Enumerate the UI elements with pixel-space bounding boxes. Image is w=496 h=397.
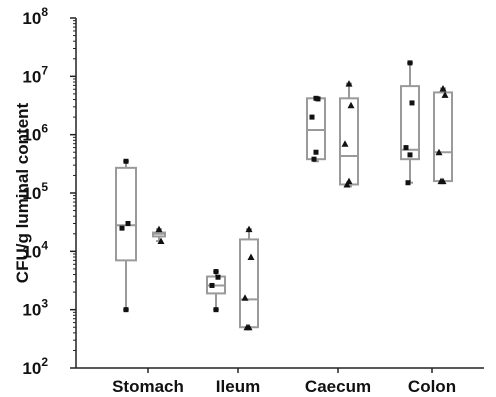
- category-label-caecum: Caecum: [305, 377, 371, 396]
- data-point-square: [405, 180, 411, 186]
- data-point-square: [119, 225, 125, 231]
- data-point-triangle: [243, 323, 251, 331]
- y-axis-title: CFU/g luminal content: [13, 102, 32, 283]
- box-rect: [239, 238, 259, 329]
- data-point-square: [315, 96, 321, 102]
- data-point-triangle: [341, 140, 349, 147]
- y-tick-label: 107: [22, 63, 48, 86]
- data-point-square: [213, 269, 219, 275]
- boxes: [115, 61, 453, 329]
- y-tick-label: 106: [22, 122, 48, 145]
- data-point-triangle: [435, 148, 443, 156]
- data-point-triangle: [155, 225, 163, 233]
- box-caecum-triangle: [339, 82, 359, 188]
- data-point-triangle: [247, 253, 255, 260]
- data-point-square: [213, 307, 219, 313]
- data-point-triangle: [157, 237, 165, 245]
- data-point-triangle: [441, 91, 449, 98]
- box-rect: [339, 97, 359, 186]
- data-point-triangle: [347, 101, 355, 109]
- data-point-square: [123, 158, 129, 164]
- box-stomach-square: [115, 160, 137, 311]
- category-label-ileum: Ileum: [216, 377, 260, 396]
- data-point-square: [403, 145, 409, 151]
- box-colon-square: [400, 61, 420, 184]
- data-point-square: [123, 307, 129, 313]
- data-point-square: [209, 282, 215, 288]
- data-point-square: [215, 274, 221, 280]
- y-tick-label: 103: [22, 297, 48, 320]
- box-rect: [433, 91, 453, 183]
- box-ileum-triangle: [239, 228, 259, 329]
- data-point-square: [407, 60, 413, 66]
- y-tick-label: 105: [22, 180, 48, 203]
- y-tick-label: 102: [22, 355, 48, 378]
- data-point-triangle: [245, 225, 253, 233]
- data-point-square: [125, 221, 131, 227]
- data-point-triangle: [439, 84, 447, 92]
- data-point-square: [409, 100, 415, 106]
- y-tick-label: 104: [22, 238, 48, 261]
- box-rect: [115, 166, 137, 262]
- category-label-colon: Colon: [408, 377, 456, 396]
- data-point-triangle: [343, 180, 351, 188]
- x-category-labels: Stomach Ileum Caecum Colon: [112, 368, 456, 396]
- data-point-triangle: [437, 177, 445, 185]
- axes: [75, 18, 484, 369]
- data-point-triangle: [241, 294, 249, 301]
- category-label-stomach: Stomach: [112, 377, 184, 396]
- y-tick-label: 108: [22, 5, 48, 28]
- data-point-square: [311, 156, 317, 162]
- box-colon-triangle: [433, 87, 453, 183]
- data-point-triangle: [345, 80, 353, 87]
- box-rect: [400, 85, 420, 161]
- data-point-square: [309, 114, 315, 120]
- data-point-square: [313, 149, 319, 155]
- data-point-square: [407, 152, 413, 158]
- y-ticks: 102 103 104 105 106 107 108: [22, 5, 76, 378]
- data-points: [119, 60, 449, 331]
